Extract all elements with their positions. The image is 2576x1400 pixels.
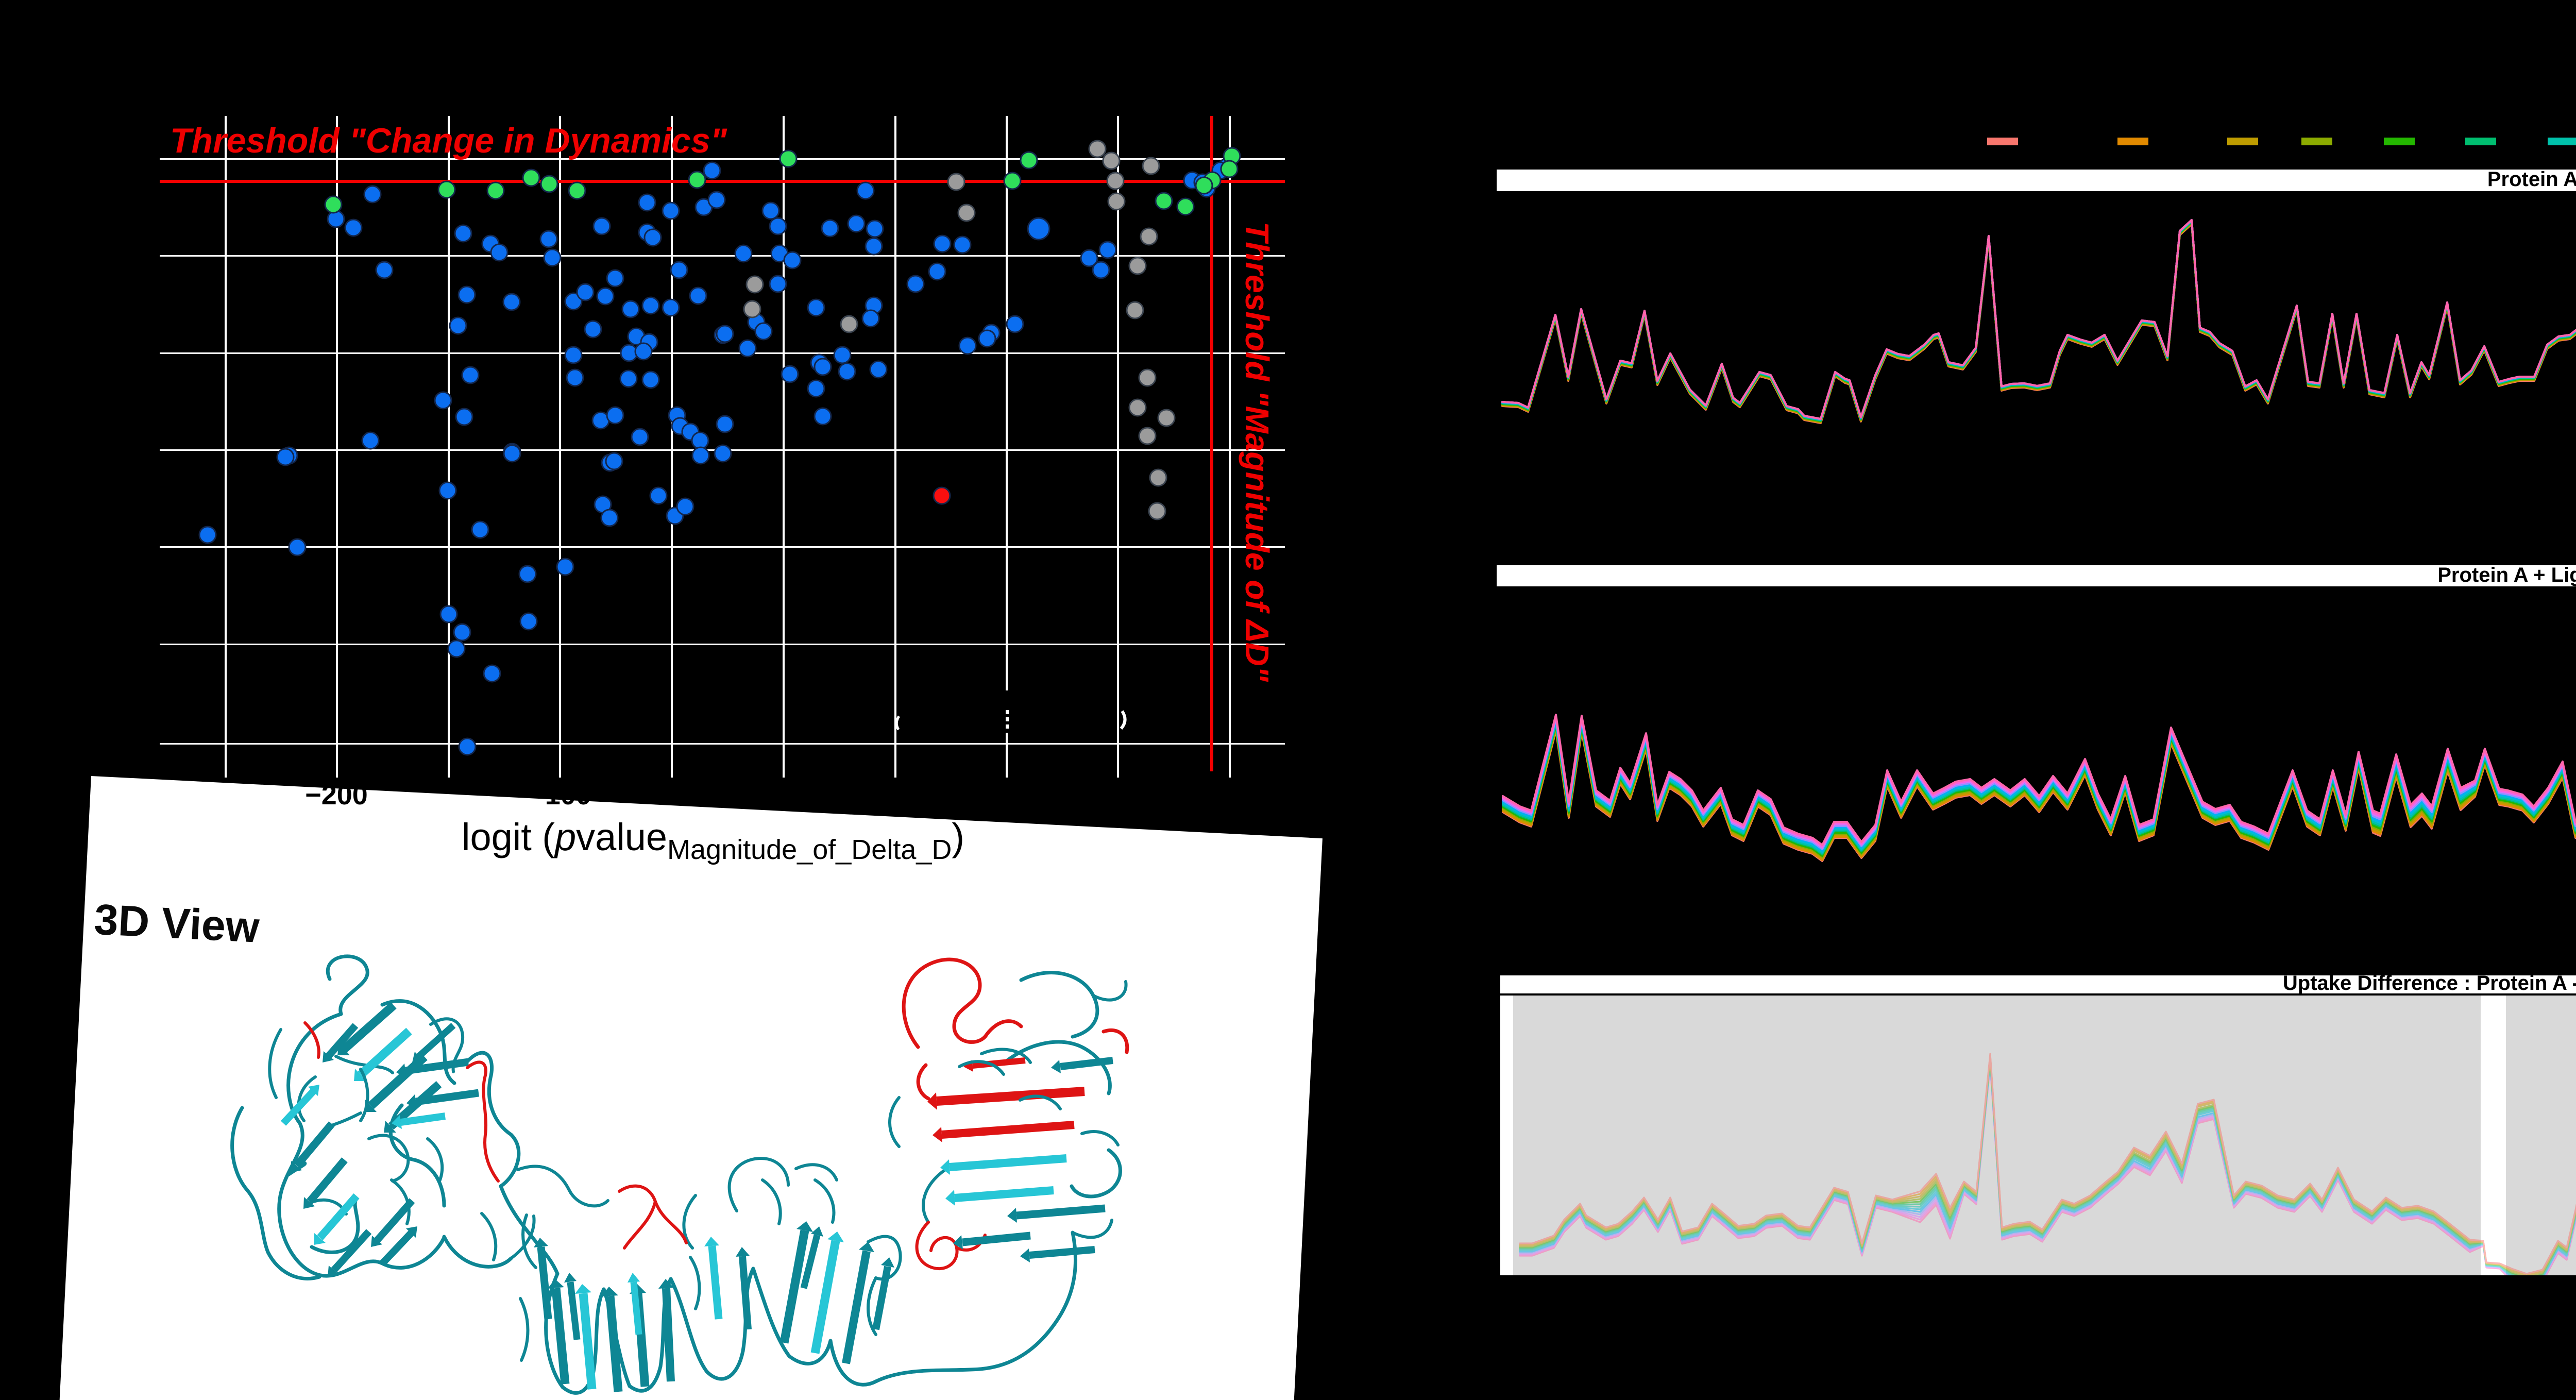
svg-text:3D View: 3D View (93, 895, 261, 952)
svg-text:−200: −200 (305, 780, 368, 811)
svg-text:Threshold "Magnitude of ΔD": Threshold "Magnitude of ΔD" (1239, 222, 1276, 682)
svg-text:Uptake Difference : Protein A: Uptake Difference : Protein A - (Protein… (2283, 972, 2576, 994)
svg-text:Threshold "Change in Dynamics": Threshold "Change in Dynamics" (170, 121, 727, 160)
svg-text:Protein A: Protein A (2487, 168, 2576, 191)
svg-text:Protein A + Ligand: Protein A + Ligand (2437, 564, 2576, 586)
svg-text:−100: −100 (529, 780, 591, 811)
